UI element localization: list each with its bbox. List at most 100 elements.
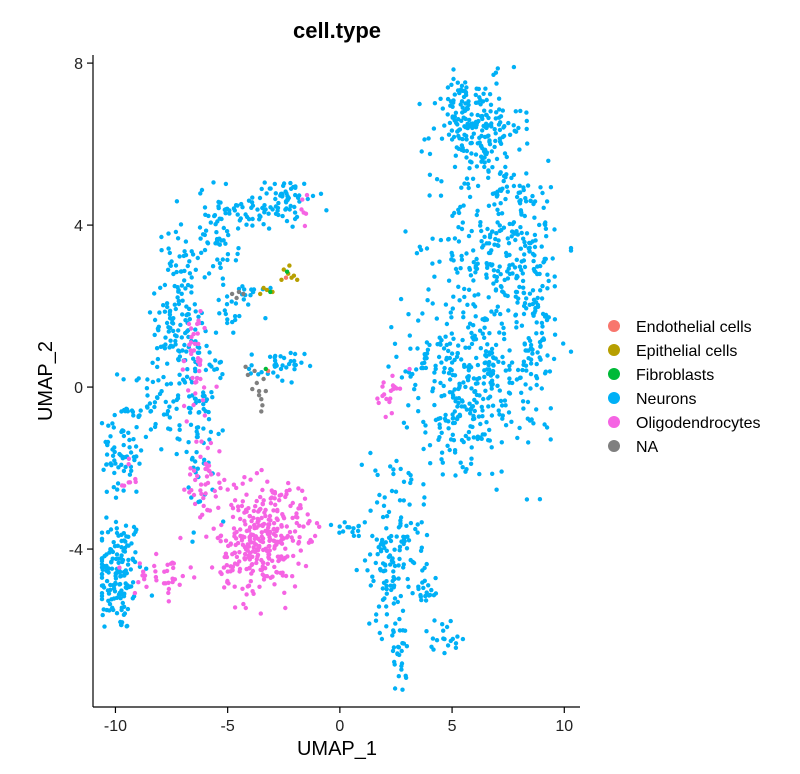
point-neurons <box>104 568 109 573</box>
point-neurons <box>528 240 533 246</box>
point-neurons <box>548 185 554 190</box>
point-neurons <box>517 201 523 206</box>
point-neurons <box>456 400 461 406</box>
point-na <box>241 291 246 297</box>
point-neurons <box>452 236 458 241</box>
point-oligodendrocytes <box>265 531 271 537</box>
point-neurons <box>202 393 207 399</box>
point-neurons <box>416 409 421 414</box>
point-neurons <box>507 363 512 369</box>
point-neurons <box>443 334 448 339</box>
point-neurons <box>350 529 355 535</box>
point-neurons <box>495 304 500 309</box>
point-neurons <box>150 360 155 365</box>
point-neurons <box>518 246 523 251</box>
point-neurons <box>428 461 433 466</box>
point-neurons <box>379 636 385 642</box>
point-neurons <box>527 249 532 254</box>
point-neurons <box>223 211 228 216</box>
point-oligodendrocytes <box>397 386 403 391</box>
point-neurons <box>143 434 149 440</box>
point-neurons <box>104 462 109 467</box>
point-oligodendrocytes <box>243 605 248 611</box>
point-neurons <box>368 583 373 588</box>
point-neurons <box>168 381 174 386</box>
point-oligodendrocytes <box>274 516 279 521</box>
point-neurons <box>469 135 475 140</box>
point-neurons <box>441 370 447 375</box>
point-neurons <box>484 420 489 425</box>
point-neurons <box>437 425 442 430</box>
point-epithelial-cells <box>258 291 263 297</box>
point-neurons <box>289 380 294 385</box>
point-neurons <box>208 220 213 225</box>
point-neurons <box>278 354 283 359</box>
point-oligodendrocytes <box>308 537 313 543</box>
point-neurons <box>176 301 182 307</box>
point-oligodendrocytes <box>266 517 271 522</box>
point-neurons <box>461 439 466 445</box>
point-neurons <box>552 284 557 289</box>
point-neurons <box>512 265 518 270</box>
point-neurons <box>147 401 153 406</box>
legend-key-epithelial-cells <box>608 344 620 356</box>
point-neurons <box>524 296 529 301</box>
point-neurons <box>520 399 526 404</box>
point-neurons <box>174 199 180 204</box>
point-neurons <box>544 425 550 430</box>
point-oligodendrocytes <box>221 565 227 570</box>
point-neurons <box>514 194 520 200</box>
point-oligodendrocytes <box>296 561 301 566</box>
point-neurons <box>491 363 496 368</box>
point-neurons <box>501 173 507 179</box>
point-neurons <box>173 263 179 268</box>
point-oligodendrocytes <box>193 477 198 483</box>
point-oligodendrocytes <box>194 439 199 444</box>
point-neurons <box>125 562 131 567</box>
point-neurons <box>114 552 120 557</box>
point-neurons <box>281 355 287 361</box>
point-oligodendrocytes <box>259 530 264 535</box>
point-oligodendrocytes <box>381 380 386 385</box>
point-neurons <box>431 126 437 131</box>
point-neurons <box>498 120 503 125</box>
point-neurons <box>398 593 403 599</box>
point-oligodendrocytes <box>244 592 249 597</box>
point-neurons <box>450 395 456 400</box>
point-neurons <box>524 231 530 236</box>
point-oligodendrocytes <box>292 529 298 534</box>
point-neurons <box>113 495 119 500</box>
point-neurons <box>483 86 488 91</box>
point-neurons <box>494 487 499 492</box>
point-neurons <box>455 414 461 420</box>
point-neurons <box>443 302 449 307</box>
point-oligodendrocytes <box>250 562 255 567</box>
point-neurons <box>185 263 190 269</box>
point-oligodendrocytes <box>198 482 204 487</box>
point-oligodendrocytes <box>301 210 306 215</box>
point-neurons <box>492 144 497 150</box>
point-neurons <box>464 467 469 472</box>
point-neurons <box>218 375 223 381</box>
point-neurons <box>171 271 176 277</box>
point-oligodendrocytes <box>241 601 246 607</box>
point-neurons <box>108 587 113 592</box>
point-neurons <box>225 257 230 263</box>
point-neurons <box>544 199 550 204</box>
point-neurons <box>495 374 500 379</box>
point-neurons <box>376 604 382 609</box>
point-neurons <box>185 282 191 288</box>
point-oligodendrocytes <box>247 535 252 541</box>
point-neurons <box>532 199 538 204</box>
point-neurons <box>134 425 139 430</box>
point-neurons <box>137 413 142 418</box>
point-oligodendrocytes <box>240 481 245 486</box>
point-neurons <box>518 208 524 213</box>
point-oligodendrocytes <box>136 580 141 585</box>
point-neurons <box>456 117 461 122</box>
point-neurons <box>192 366 198 371</box>
point-neurons <box>125 606 131 612</box>
point-oligodendrocytes <box>296 541 301 546</box>
point-neurons <box>457 298 462 303</box>
point-neurons <box>437 435 442 440</box>
